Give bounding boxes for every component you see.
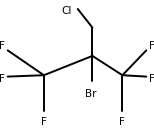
Text: F: F: [0, 74, 5, 84]
Text: F: F: [41, 117, 47, 127]
Text: F: F: [0, 41, 5, 51]
Text: Br: Br: [85, 89, 97, 99]
Text: F: F: [149, 74, 154, 84]
Text: F: F: [149, 41, 154, 51]
Text: F: F: [120, 117, 125, 127]
Text: Cl: Cl: [62, 6, 72, 16]
